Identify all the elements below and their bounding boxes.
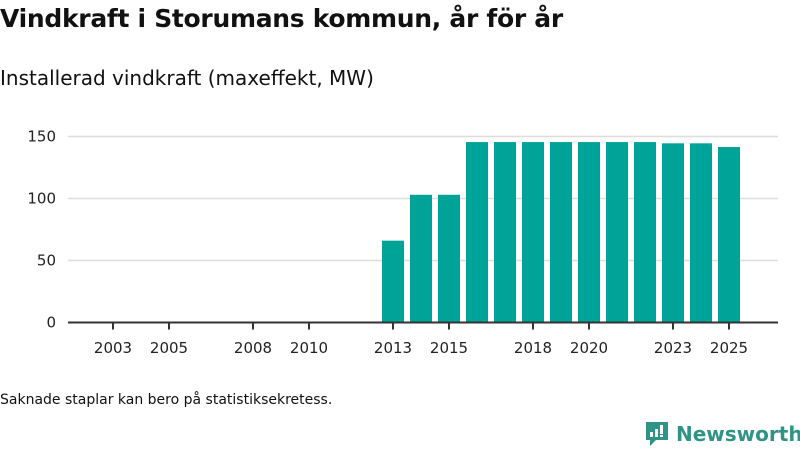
x-tick-label: 2020 — [570, 339, 608, 357]
y-tick-label: 0 — [46, 314, 56, 332]
x-tick-label: 2008 — [234, 339, 272, 357]
bar-2025 — [718, 147, 740, 323]
x-tick-label: 2005 — [150, 339, 188, 357]
y-tick-label: 150 — [27, 128, 56, 146]
bar-2020 — [578, 142, 600, 323]
y-tick-label: 100 — [27, 190, 56, 208]
footnote: Saknade staplar kan bero på statistiksek… — [0, 392, 333, 408]
chart-subtitle: Installerad vindkraft (maxeffekt, MW) — [0, 66, 374, 90]
bar-chart: 0 50 100 150 2003 2005 2008 2010 2013 2015 2018 202… — [27, 128, 778, 357]
logo-icon — [646, 422, 668, 446]
bar-2021 — [606, 142, 628, 323]
bar-2015 — [438, 194, 460, 323]
newsworthy-logo[interactable]: Newsworthy — [644, 420, 800, 448]
x-tick-label: 2018 — [514, 339, 552, 357]
bar-2019 — [550, 142, 572, 323]
bar-2013 — [382, 240, 404, 323]
x-tick-label: 2015 — [430, 339, 468, 357]
x-tick-label: 2025 — [710, 339, 748, 357]
bar-2014 — [410, 194, 432, 323]
x-tick-label: 2010 — [290, 339, 328, 357]
bar-2023 — [662, 143, 684, 323]
bar-2016 — [466, 142, 488, 323]
x-tick-label: 2013 — [374, 339, 412, 357]
x-tick-label: 2023 — [654, 339, 692, 357]
logo-text: Newsworthy — [676, 422, 800, 446]
bar-2017 — [494, 142, 516, 323]
y-tick-label: 50 — [37, 252, 56, 270]
x-tick-label: 2003 — [94, 339, 132, 357]
bar-2024 — [690, 143, 712, 323]
bar-2022 — [634, 142, 656, 323]
bar-2018 — [522, 142, 544, 323]
chart-title: Vindkraft i Storumans kommun, år för år — [0, 4, 563, 33]
